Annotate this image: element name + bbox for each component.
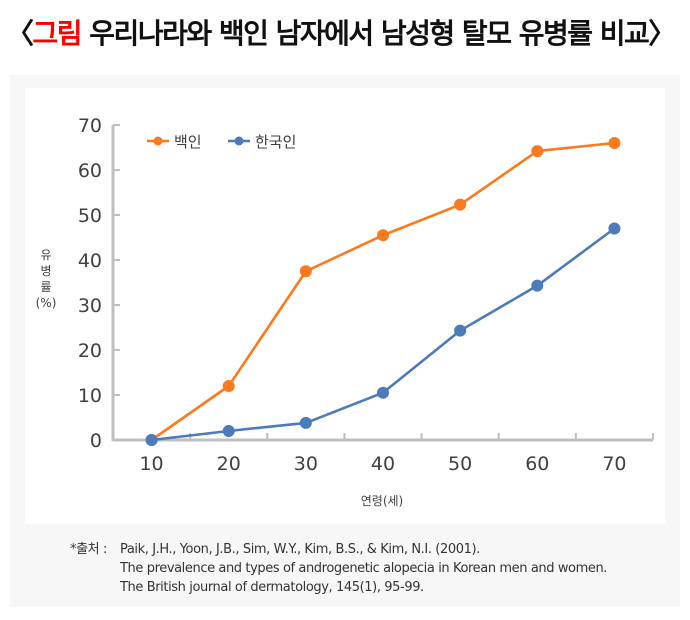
x-axis-label: 연령(세): [361, 494, 403, 508]
title-close-bracket: 〉: [648, 17, 676, 50]
data-point: [608, 222, 621, 235]
x-tick-label: 60: [525, 453, 549, 475]
legend-item: 한국인: [228, 133, 296, 151]
x-tick-label: 70: [602, 453, 626, 475]
data-point: [454, 324, 467, 337]
legend-label: 한국인: [255, 133, 296, 151]
y-tick-label: 30: [78, 295, 102, 317]
data-point: [222, 425, 235, 437]
data-point: [299, 416, 312, 429]
data-point: [531, 279, 544, 292]
y-axis-label: 유병률 (%): [36, 248, 57, 310]
y-tick-label: 50: [78, 205, 102, 227]
series-white: [145, 137, 621, 446]
legend-item: 백인: [147, 133, 202, 151]
y-tick-label: 70: [78, 115, 102, 137]
x-axis-ticks: 10 20 30 40 50 60 70: [112, 433, 654, 475]
series-line: [151, 227, 616, 442]
x-tick-label: 20: [217, 453, 241, 475]
title-text: 우리나라와 백인 남자에서 남성형 탈모 유병률 비교: [81, 17, 649, 50]
y-axis-ticks: 0 10 20 30 40 50 60 70: [78, 115, 120, 452]
source-line-3: The British journal of dermatology, 145(…: [120, 580, 424, 595]
figure-title: 〈그림 우리나라와 백인 남자에서 남성형 탈모 유병률 비교〉: [6, 12, 690, 56]
chart-area: [25, 88, 665, 524]
legend-marker: [234, 136, 244, 146]
axes: [111, 125, 653, 442]
y-axis-label-part: 유: [40, 248, 51, 262]
title-open-bracket: 〈: [6, 17, 34, 50]
y-tick-label: 40: [78, 250, 102, 272]
source-citation: *출처 : Paik, J.H., Yoon, J.B., Sim, W.Y., …: [70, 540, 607, 597]
series-group: [145, 137, 621, 446]
x-tick-label: 10: [139, 453, 163, 475]
data-point: [222, 380, 235, 392]
y-tick-label: 20: [78, 340, 102, 362]
data-point: [377, 229, 389, 242]
title-figure-label: 그림: [32, 17, 83, 50]
y-axis-label-part: 률: [40, 280, 51, 294]
y-tick-label: 0: [90, 430, 102, 452]
legend-marker: [153, 136, 163, 146]
series-korean: [145, 222, 621, 446]
data-point: [299, 265, 312, 278]
source-line-1: Paik, J.H., Yoon, J.B., Sim, W.Y., Kim, …: [120, 542, 480, 557]
y-axis-label-part: 병: [40, 264, 51, 278]
x-tick-label: 40: [371, 453, 395, 475]
legend-label: 백인: [174, 133, 202, 151]
data-point: [608, 137, 621, 149]
source-label: *출처 :: [70, 542, 107, 557]
data-point: [454, 198, 467, 211]
x-tick-label: 30: [294, 453, 318, 475]
x-tick-label: 50: [448, 453, 472, 475]
data-point: [531, 145, 544, 158]
y-axis-label-part: (%): [36, 296, 57, 310]
legend: 백인 한국인: [147, 133, 296, 151]
y-tick-label: 60: [78, 160, 102, 182]
y-tick-label: 10: [78, 385, 102, 407]
data-point: [145, 434, 158, 446]
source-line-2: The prevalence and types of androgenetic…: [120, 561, 608, 576]
data-point: [377, 386, 389, 399]
